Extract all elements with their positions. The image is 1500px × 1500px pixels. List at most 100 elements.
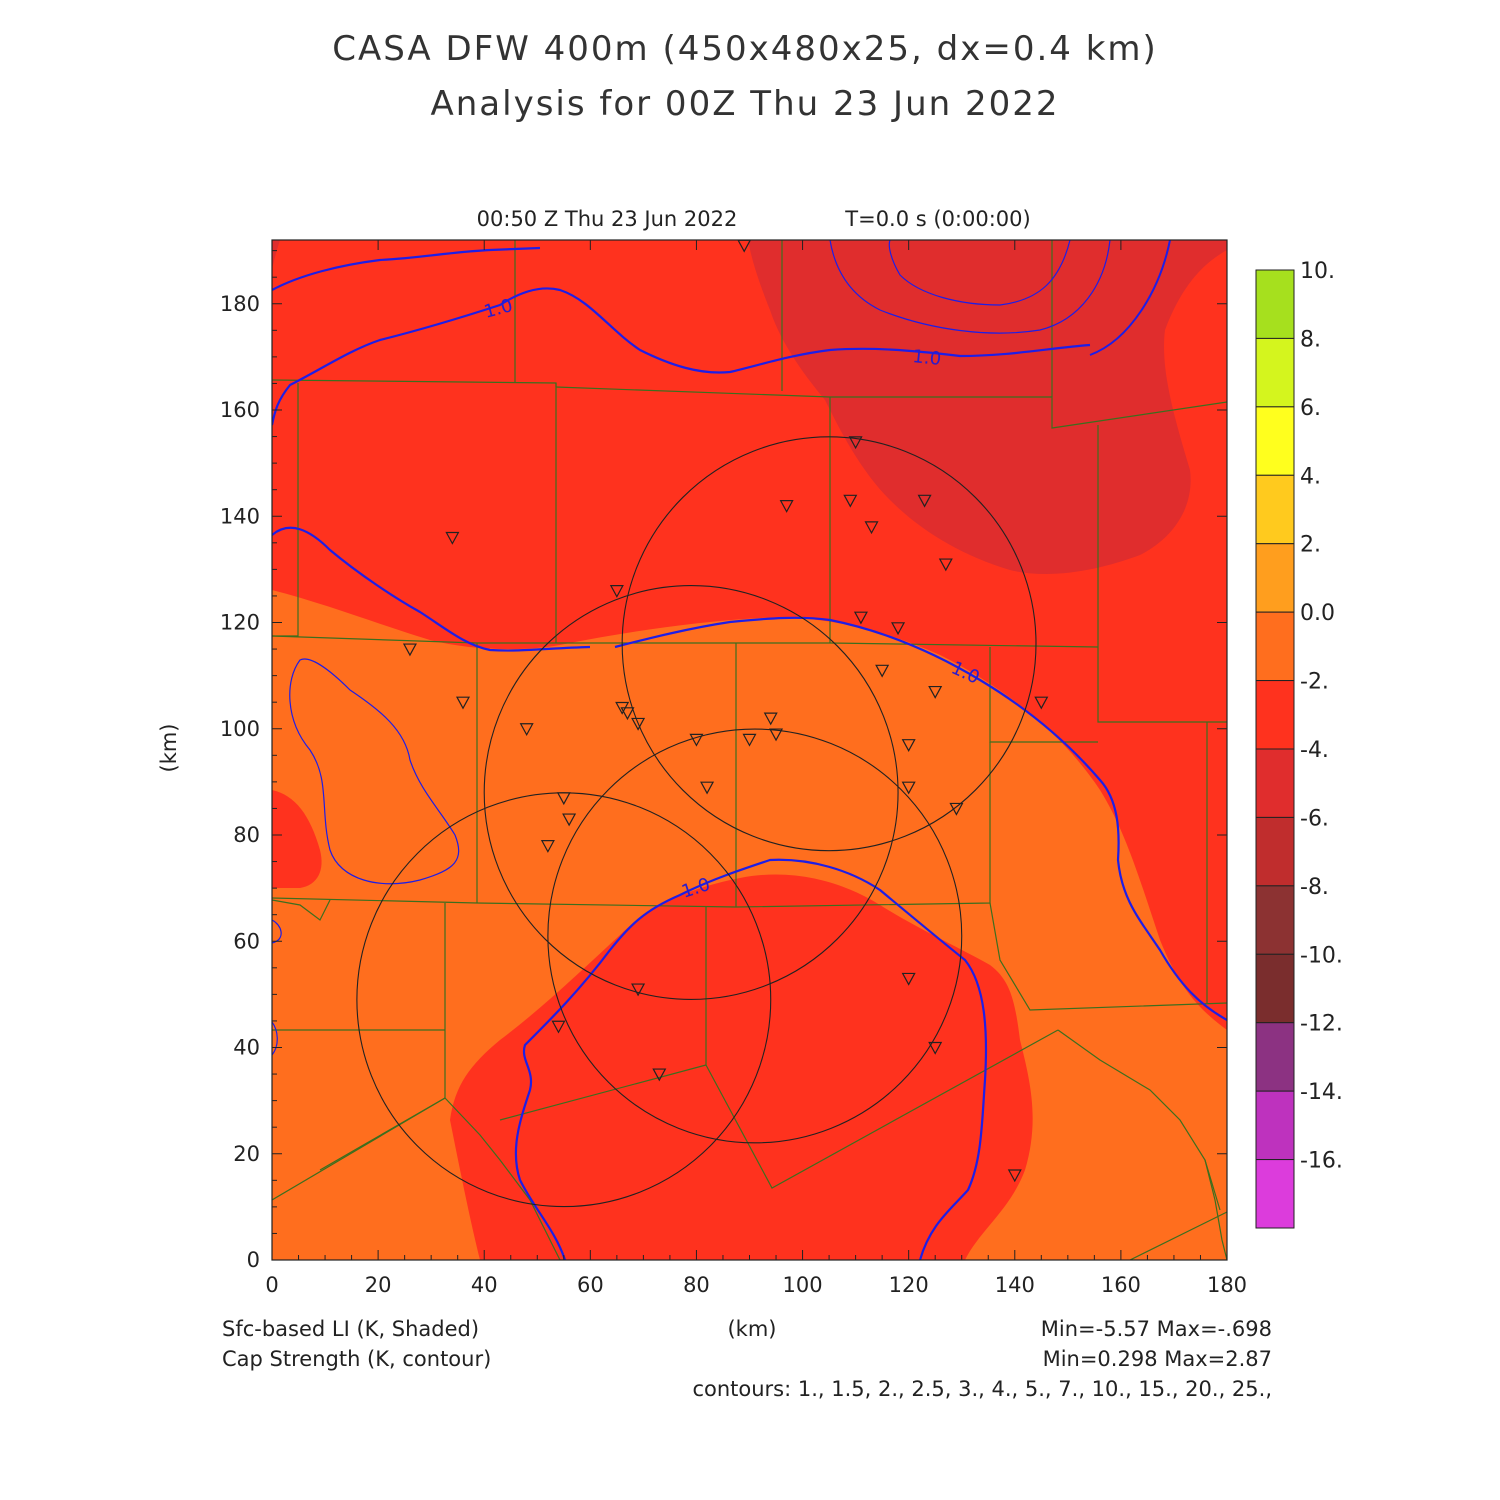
li-fill-dark-red-ne: [748, 240, 1227, 575]
colorbar-swatch: [1255, 543, 1295, 613]
colorbar-label: 10.: [1300, 259, 1335, 284]
colorbar: 10. 8. 6. 4. 2. 0.0 -2. -4. -6. -8. -10. -12. -14. -1…: [1255, 259, 1343, 1229]
colorbar-swatch: [1255, 406, 1295, 476]
contour-ne-ring: [888, 240, 1071, 306]
x-tick-label: 20: [365, 1273, 392, 1297]
x-tick-label: 0: [265, 1273, 278, 1297]
colorbar-swatch: [1255, 816, 1295, 887]
radar-range-ring-3: [547, 728, 963, 1144]
y-tick-label: 40: [233, 1036, 260, 1060]
station-marker: [700, 781, 715, 795]
colorbar-label: -2.: [1300, 670, 1329, 695]
colorbar-label: -6.: [1300, 806, 1329, 831]
station-marker: [631, 983, 646, 997]
y-tick-label: 100: [220, 717, 260, 741]
y-tick-label: 60: [233, 929, 260, 953]
station-marker: [848, 436, 863, 450]
map-plot: 1.0 1.0 1.0 1.0: [272, 240, 1227, 1260]
contour-min-max: Min=0.298 Max=2.87: [1043, 1347, 1272, 1371]
y-tick-label: 180: [220, 292, 260, 316]
contour-north: [272, 246, 541, 291]
y-tick-label: 20: [233, 1142, 260, 1166]
y-tick-label: 80: [233, 823, 260, 847]
x-tick-label: 60: [577, 1273, 604, 1297]
colorbar-label: -10.: [1300, 943, 1343, 968]
station-marker: [402, 643, 417, 657]
figure-title-line2: Analysis for 00Z Thu 23 Jun 2022: [430, 84, 1059, 124]
colorbar-swatch: [1255, 1022, 1295, 1092]
li-fill-orange-band: [272, 590, 1227, 1260]
station-marker: [769, 728, 784, 742]
station-marker: [779, 500, 794, 513]
x-tick-label: 160: [1101, 1273, 1141, 1297]
colorbar-swatch: [1255, 680, 1295, 750]
cap-strength-contours: [272, 240, 1227, 1260]
colorbar-label: 4.: [1300, 464, 1321, 489]
y-axis: 0 20 40 60 80 100 120 140 160 180: [220, 250, 1227, 1272]
colorbar-swatch: [1255, 474, 1295, 545]
station-marker: [938, 558, 953, 572]
colorbar-swatch: [1255, 337, 1295, 408]
colorbar-label: 8.: [1300, 327, 1321, 352]
station-marker: [551, 1020, 566, 1034]
x-tick-label: 80: [683, 1273, 710, 1297]
x-axis: 0 20 40 60 80 100 120 140 160 180: [265, 240, 1247, 1297]
colorbar-label: -12.: [1300, 1012, 1343, 1037]
station-marker: [556, 792, 571, 806]
station-marker: [917, 494, 932, 508]
x-tick-label: 180: [1207, 1273, 1247, 1297]
valid-time: 00:50 Z Thu 23 Jun 2022: [477, 207, 738, 231]
county-borders: [272, 240, 1227, 1260]
contour-north-2: [272, 287, 1091, 426]
station-marker: [742, 733, 757, 747]
x-tick-label: 120: [889, 1273, 929, 1297]
y-axis-label: (km): [157, 723, 181, 772]
station-marker: [689, 733, 704, 747]
contour-ne-ring-3: [1089, 240, 1171, 356]
x-tick-label: 100: [783, 1273, 823, 1297]
y-tick-label: 0: [247, 1248, 260, 1272]
x-tick-label: 40: [471, 1273, 498, 1297]
colorbar-label: 0.0: [1300, 601, 1335, 626]
colorbar-swatch: [1255, 269, 1295, 339]
colorbar-label: -4.: [1300, 738, 1329, 763]
li-fill-red-pocket-west: [272, 790, 322, 888]
contour-field-label: Cap Strength (K, contour): [222, 1347, 491, 1371]
colorbar-label: 2.: [1300, 533, 1321, 558]
station-marker: [562, 813, 577, 827]
station-marker: [609, 585, 624, 598]
station-marker: [864, 521, 879, 535]
radar-range-ring-2: [483, 585, 899, 1000]
colorbar-label: -14.: [1300, 1080, 1343, 1105]
station-marker: [901, 739, 916, 752]
shaded-field-label: Sfc-based LI (K, Shaded): [222, 1317, 479, 1341]
colorbar-swatch: [1255, 748, 1295, 818]
station-marker: [928, 685, 943, 699]
station-marker: [763, 712, 778, 726]
station-marker: [445, 531, 460, 545]
shaded-min-max: Min=-5.57 Max=-.698: [1041, 1317, 1272, 1341]
contour-front: [614, 616, 1227, 1021]
contour-south: [514, 858, 988, 1260]
colorbar-swatch: [1255, 885, 1295, 955]
station-marker: [853, 611, 868, 625]
x-tick-label: 140: [995, 1273, 1035, 1297]
contour-ne-ring-2: [829, 240, 1111, 334]
colorbar-swatch: [1255, 1090, 1295, 1161]
colorbar-swatch: [1255, 1159, 1295, 1229]
station-marker: [1007, 1169, 1022, 1183]
station-marker: [901, 972, 916, 986]
colorbar-swatch: [1255, 611, 1295, 682]
colorbar-label: -16.: [1300, 1149, 1343, 1174]
colorbar-label: 6.: [1300, 396, 1321, 421]
colorbar-swatch: [1255, 953, 1295, 1024]
station-marker: [519, 723, 534, 737]
station-marker: [652, 1068, 667, 1082]
radar-range-ring-1: [621, 436, 1037, 852]
station-marker: [928, 1041, 943, 1055]
contour-label-northeast: 1.0: [911, 346, 942, 370]
contour-mid: [272, 526, 591, 652]
station-marker: [620, 707, 635, 721]
station-marker: [631, 717, 646, 731]
station-markers: [402, 240, 1049, 1183]
